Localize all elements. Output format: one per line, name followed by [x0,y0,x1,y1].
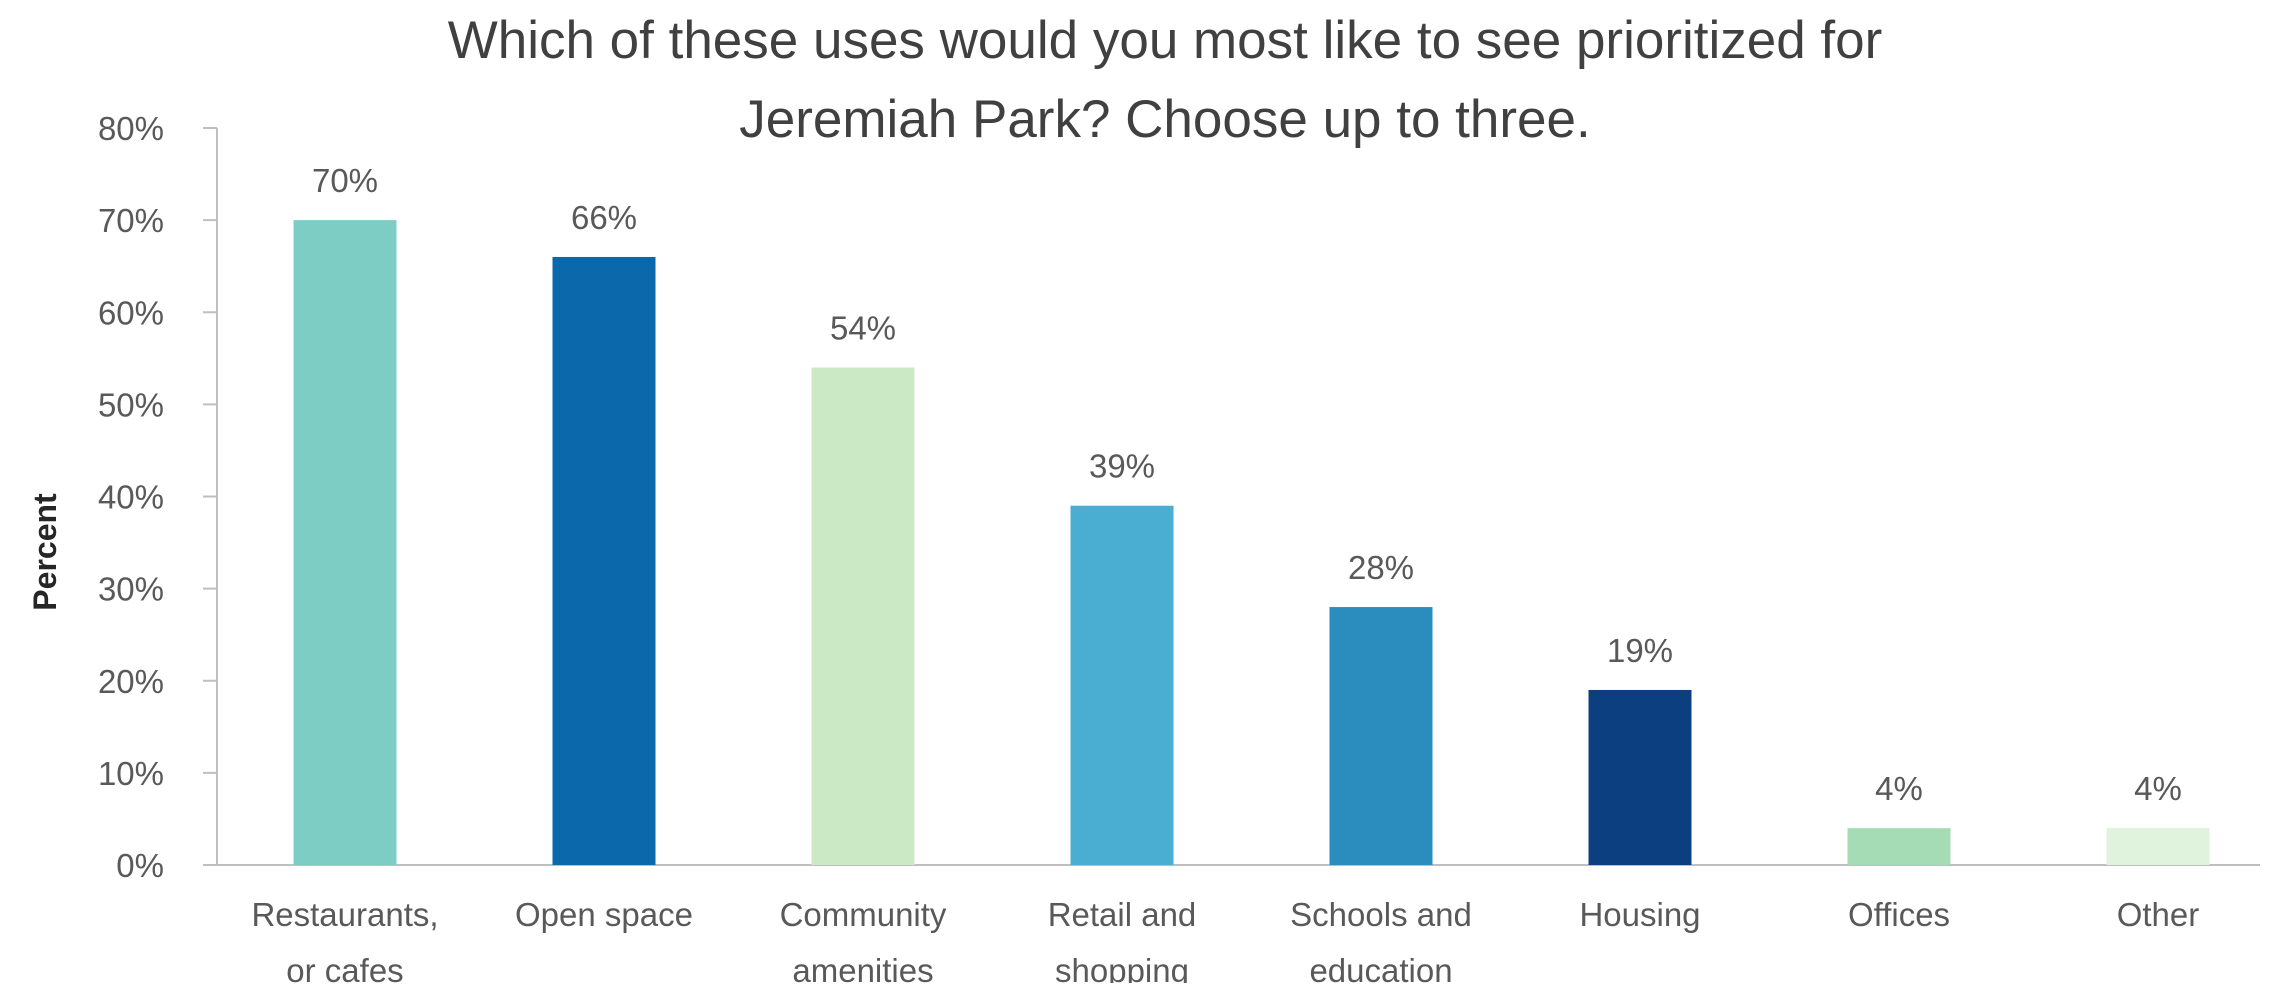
data-label: 28% [1348,549,1414,586]
y-tick-label: 10% [98,755,164,792]
category-label: education [1309,952,1452,983]
bar [1070,505,1174,865]
category-label: shopping [1055,952,1189,983]
y-tick-label: 0% [116,847,164,884]
chart-title-line-2: Jeremiah Park? Choose up to three. [739,90,1590,149]
category-label: or cafes [286,952,403,983]
bar [2106,828,2210,865]
y-tick-label: 60% [98,294,164,331]
y-tick-label: 40% [98,479,164,516]
data-label: 70% [312,162,378,199]
data-label: 4% [1875,770,1923,807]
data-label: 4% [2134,770,2182,807]
y-tick-label: 80% [98,110,164,147]
bar [293,220,397,865]
bar [1329,607,1433,865]
data-label: 66% [571,199,637,236]
category-label: Community [780,896,947,933]
data-label: 39% [1089,448,1155,485]
bar [552,256,656,866]
y-axis: 0% 10% 20% 30% 40% 50% 60% 70% 80% [98,110,218,884]
y-tick-label: 20% [98,663,164,700]
y-tick-label: 30% [98,571,164,608]
y-tick-label: 50% [98,386,164,423]
data-labels: 70% 66% 54% 39% 28% 19% 4% 4% [312,162,2182,807]
chart-title-line-1: Which of these uses would you most like … [448,11,1883,70]
bar [1847,828,1951,865]
category-label: Restaurants, [251,896,438,933]
category-label: Offices [1848,896,1950,933]
y-tick-label: 70% [98,202,164,239]
category-label: Open space [515,896,693,933]
bars [293,220,2210,866]
category-label: amenities [792,952,933,983]
category-label: Retail and [1048,896,1197,933]
category-labels: Restaurants, or cafes Open space Community a… [251,896,2200,988]
category-label: Schools and [1290,896,1472,933]
y-axis-label: Percent [27,493,63,611]
category-label: Other [2117,896,2200,933]
data-label: 19% [1607,632,1673,669]
data-label: 54% [830,310,896,347]
bar [811,367,915,865]
chart-title: Which of these uses would you most like … [448,11,1883,149]
bar [1588,689,1692,865]
category-label: Housing [1579,896,1700,933]
